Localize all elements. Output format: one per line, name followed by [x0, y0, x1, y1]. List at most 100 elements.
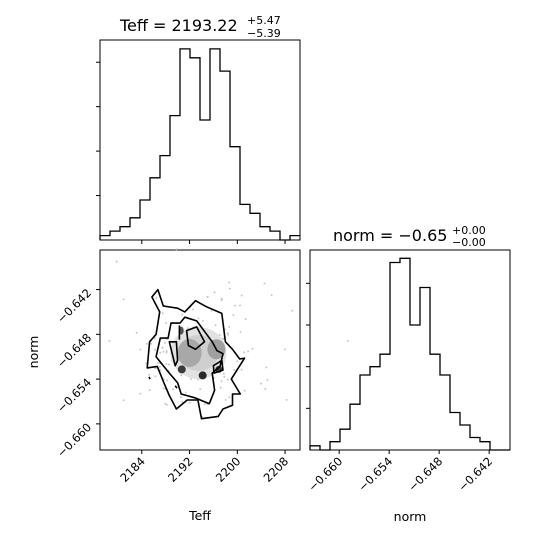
hist-norm-xtick-label: −0.654: [355, 454, 395, 494]
hist-norm-xtick-label: −0.660: [305, 454, 345, 494]
sample-point: [283, 348, 286, 351]
sample-point: [108, 340, 111, 343]
sample-point: [226, 332, 229, 335]
sample-point: [236, 360, 239, 363]
sample-point: [165, 363, 168, 365]
sample-point: [159, 369, 162, 372]
sample-point: [260, 382, 263, 385]
contour-line-3: [185, 326, 206, 351]
hist-teff-ticks: [96, 61, 286, 244]
hist-norm-step: [309, 257, 510, 451]
hist-teff-bars: [99, 48, 300, 241]
sample-point: [191, 308, 194, 311]
sample-point: [228, 287, 231, 290]
contour-line-0: [146, 288, 246, 420]
density-blob: [177, 339, 202, 367]
sample-point: [154, 348, 156, 351]
corner-2d-frame: [99, 249, 301, 451]
sample-point: [228, 396, 231, 399]
hist-norm-ticks: −0.660 −0.654 −0.648 −0.642: [305, 282, 495, 494]
sample-point: [154, 337, 156, 340]
sample-point: [203, 403, 206, 406]
contour-line-6: [174, 385, 178, 389]
sample-point: [165, 351, 168, 354]
norm-title: norm = −0.65: [333, 226, 447, 245]
sample-point: [157, 362, 160, 364]
sample-point: [270, 294, 273, 297]
sample-point: [222, 372, 225, 375]
norm-title-sup: +0.00: [452, 224, 486, 237]
sample-point: [139, 392, 142, 395]
sample-point: [161, 312, 164, 315]
sample-point: [180, 396, 183, 399]
sample-point: [162, 387, 165, 390]
x-axis-label-teff: Teff: [188, 508, 211, 523]
sample-point: [222, 338, 225, 341]
hist-norm-xtick-label: −0.648: [405, 454, 445, 494]
corner-xtick-label: 2184: [117, 454, 148, 485]
corner-2d-ticks: 2184 2192 2200 2208 −0.642 −0.648−0.654 −0.660: [54, 286, 291, 485]
sample-point: [210, 309, 213, 312]
sample-point: [135, 331, 138, 334]
sample-point: [223, 375, 226, 378]
sample-point: [180, 374, 183, 377]
hist-norm-xtick-label: −0.642: [455, 454, 495, 494]
sample-point: [122, 399, 125, 402]
sample-point: [164, 402, 167, 405]
sample-point: [148, 389, 151, 391]
sample-point: [264, 387, 267, 390]
sample-point: [243, 351, 245, 354]
sample-point: [240, 368, 243, 371]
sample-point: [244, 318, 247, 320]
sample-point: [188, 401, 191, 404]
sample-point: [162, 350, 165, 353]
sample-point: [115, 260, 118, 263]
sample-point: [266, 379, 269, 382]
sample-point: [199, 388, 202, 391]
sample-point: [346, 339, 349, 342]
sample-point: [186, 327, 189, 330]
sample-point: [146, 342, 148, 345]
sample-point: [167, 363, 170, 366]
corner-ytick-label: −0.648: [54, 331, 94, 371]
sample-point: [239, 304, 241, 307]
corner-xtick-label: 2192: [165, 454, 196, 485]
sample-point: [220, 380, 223, 383]
sample-point: [184, 391, 187, 394]
sample-point: [155, 297, 158, 299]
sample-point: [197, 317, 200, 320]
sample-point: [181, 313, 184, 316]
sample-point: [159, 351, 162, 354]
sample-point: [154, 375, 157, 378]
teff-title-sub: −5.39: [247, 27, 281, 40]
contour-line-2: [168, 341, 179, 367]
y-axis-label-norm: norm: [26, 336, 41, 369]
hist-teff-step: [99, 48, 300, 241]
sample-point: [201, 320, 204, 322]
sample-point: [265, 366, 268, 369]
corner-ytick-label: −0.660: [54, 420, 94, 460]
sample-point: [189, 378, 192, 380]
density-shading: [108, 248, 349, 418]
sample-point: [206, 295, 209, 298]
sample-point: [148, 373, 151, 376]
hist-norm-frame: [309, 249, 511, 451]
x-axis-label-norm: norm: [394, 509, 427, 524]
sample-point: [122, 298, 125, 301]
sample-point: [150, 342, 153, 345]
sample-point: [233, 369, 236, 371]
sample-point: [239, 330, 242, 333]
corner-ytick-label: −0.654: [54, 375, 94, 415]
sample-point: [263, 282, 266, 285]
sample-point: [234, 304, 237, 307]
teff-title: Teff = 2193.22: [119, 16, 238, 35]
contour-line-7: [148, 376, 151, 380]
sample-point: [291, 309, 294, 312]
teff-title-sup: +5.47: [247, 14, 281, 27]
sample-point: [220, 297, 223, 300]
hist-norm-bars: [309, 257, 510, 451]
contour-line-5: [212, 359, 224, 374]
sample-point: [172, 388, 174, 391]
sample-point: [251, 347, 254, 350]
